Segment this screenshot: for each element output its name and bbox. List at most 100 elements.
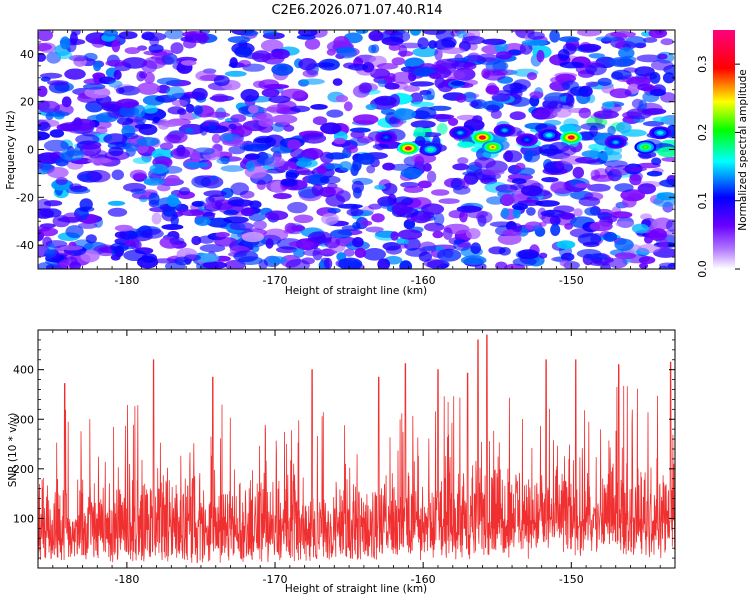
y-tick-label: 20 [20,96,34,109]
heatmap-cell [472,115,483,123]
heatmap-cell [113,69,122,80]
heatmap-cell [333,137,346,145]
heatmap-cell [243,143,269,152]
heatmap-cell [164,30,185,40]
heatmap-cell [409,92,424,105]
heatmap-cell [357,136,374,144]
heatmap-cell [509,183,526,191]
heatmap-cell [361,220,373,226]
heatmap-cell [263,83,290,90]
heatmap-cell [79,206,95,212]
heatmap-cell [164,134,182,144]
heatmap-cell [159,142,174,150]
heatmap-cell [295,167,311,174]
heatmap-cell [589,125,598,137]
heatmap-cell [470,242,482,254]
colorbar-tick-label: 0.0 [696,260,709,278]
heatmap-cell [240,207,256,217]
heatmap-cell [284,222,297,234]
heatmap-cell [38,208,55,219]
colorbar-tick-label: 0.3 [696,55,709,73]
heatmap-hotspot [384,136,388,139]
heatmap-cell [352,237,364,248]
heatmap-cell [417,37,429,50]
heatmap-cell [166,194,179,208]
heatmap-cell [44,249,57,258]
heatmap-cell [481,38,507,45]
heatmap-cell [452,163,469,171]
heatmap-cell [191,150,201,164]
heatmap-cell [335,94,349,103]
heatmap-cell [262,30,278,36]
heatmap-cell [283,124,295,132]
heatmap-cell [658,238,669,250]
heatmap-cell [382,162,396,171]
heatmap-cell [160,121,180,127]
heatmap-cell [585,253,608,261]
heatmap-cell [450,80,466,86]
heatmap-cell [63,250,73,261]
heatmap-cell [453,185,471,195]
heatmap-cell [59,149,85,161]
heatmap-cell [301,133,327,144]
heatmap-cell [457,157,469,165]
heatmap-cell [316,165,327,175]
heatmap-cell [166,86,185,99]
heatmap-cell [661,156,675,162]
heatmap-cell [203,190,227,198]
heatmap-cell [620,189,646,202]
heatmap-cell [422,94,435,101]
heatmap-cell [293,214,314,224]
heatmap-cell [651,157,662,166]
heatmap-cell [434,77,446,89]
heatmap-cell [448,210,465,219]
heatmap-cell [170,214,179,227]
heatmap-cell [214,201,223,208]
y-tick-label: 0 [27,144,34,157]
heatmap-cell [432,230,444,239]
heatmap-cell [304,38,321,50]
heatmap-cell [594,133,607,140]
heatmap-cell [477,53,498,62]
heatmap-cell [466,210,488,219]
heatmap-cell [134,123,153,130]
heatmap-cell [213,75,230,87]
heatmap-cell [285,171,298,181]
heatmap-cell [110,242,129,252]
heatmap-cell [374,184,386,190]
heatmap-hotspot [547,134,551,137]
heatmap-cell [597,77,612,86]
heatmap-cell [124,143,140,152]
heatmap-cell [604,165,615,176]
heatmap-cell [457,242,471,248]
colorbar-ticks: 0.0 0.1 0.2 0.3 [696,55,740,278]
heatmap-cell [603,231,618,242]
heatmap-cell [391,203,409,216]
heatmap-cell [280,178,298,187]
heatmap-cell [87,157,112,164]
heatmap-cell [38,43,52,51]
heatmap-cell [325,186,344,196]
heatmap-cell [357,152,376,165]
heatmap-cell [255,152,275,166]
heatmap-cell [365,226,384,233]
heatmap-cell [343,62,357,69]
heatmap-cell [654,30,665,36]
heatmap-cell [307,231,333,244]
heatmap-cell [631,223,649,234]
heatmap-cell [105,59,127,67]
heatmap-cell [365,103,377,111]
y-tick-label: 300 [13,413,34,426]
heatmap-cell [536,49,545,63]
heatmap-cell [559,212,575,220]
heatmap-cell [290,148,305,159]
heatmap-cell [330,229,353,239]
heatmap-cell [572,166,584,179]
heatmap-hotspot [658,131,662,134]
heatmap-cell [544,92,568,105]
heatmap-cell [343,101,353,112]
y-tick-label: 100 [13,512,34,525]
heatmap-cell [426,170,437,183]
heatmap-cell [148,192,160,206]
